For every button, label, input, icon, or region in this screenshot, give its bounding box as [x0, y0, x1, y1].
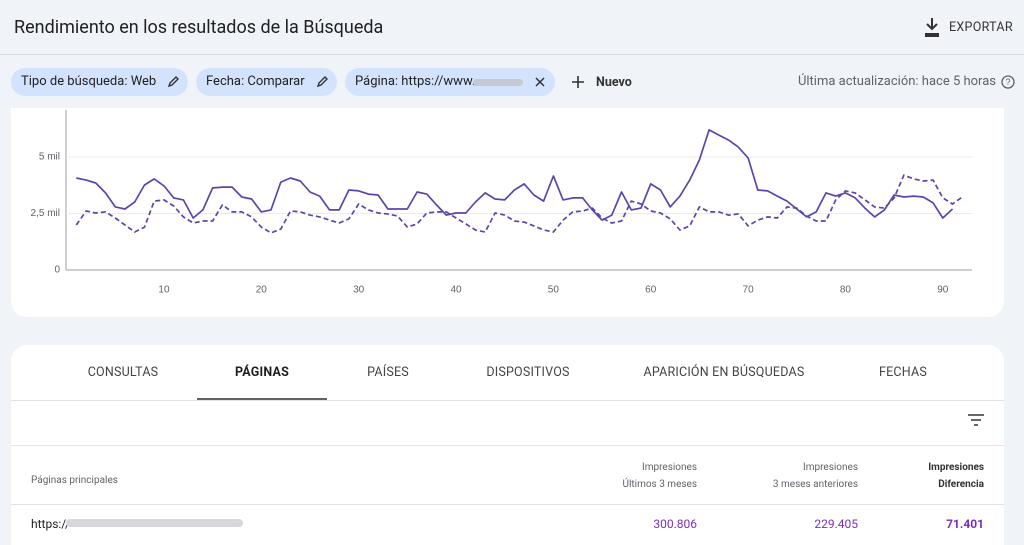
download-icon — [925, 18, 939, 37]
blurred-url — [66, 519, 243, 527]
x-tick-label: 10 — [158, 285, 170, 296]
header-line: Páginas principales — [31, 475, 118, 486]
tab[interactable]: PÁGINAS — [235, 365, 289, 380]
new-filter-button[interactable]: Nuevo — [596, 75, 632, 90]
series-line — [76, 129, 954, 221]
x-tick-label: 30 — [353, 285, 365, 296]
column-header: Páginas principales — [31, 472, 118, 489]
tab[interactable]: DISPOSITIVOS — [486, 365, 570, 380]
filter-chip[interactable]: Página: https://www. — [345, 68, 555, 96]
page-url[interactable]: https:// — [31, 517, 70, 531]
x-tick-label: 60 — [645, 285, 657, 296]
column-header: Impresiones Diferencia — [928, 459, 984, 493]
divider — [11, 445, 1004, 446]
x-tick-label: 90 — [937, 285, 949, 296]
close-icon[interactable] — [535, 77, 545, 87]
x-tick-label: 20 — [256, 285, 268, 296]
y-tick-label: 2,5 mil — [31, 208, 60, 219]
edit-icon — [167, 76, 179, 88]
export-label: EXPORTAR — [949, 20, 1013, 35]
last-update: Última actualización: hace 5 horas — [797, 74, 996, 89]
cell-value: 71.401 — [946, 517, 984, 531]
tab[interactable]: CONSULTAS — [87, 365, 159, 380]
plus-icon — [572, 76, 584, 88]
tab[interactable]: APARICIÓN EN BÚSQUEDAS — [643, 365, 805, 380]
chip-label: Fecha: Comparar — [206, 74, 305, 89]
chip-label: Página: https://www. — [355, 74, 476, 89]
tab[interactable]: PAÍSES — [367, 365, 409, 380]
series-line — [75, 174, 963, 234]
cell-value: 229.405 — [814, 517, 858, 531]
y-tick-label: 0 — [54, 265, 60, 276]
column-header: Impresiones Últimos 3 meses — [622, 459, 697, 493]
export-button[interactable]: EXPORTAR — [922, 15, 1013, 39]
tab[interactable]: FECHAS — [879, 365, 927, 380]
cell-value: 300.806 — [653, 517, 697, 531]
page-title: Rendimiento en los resultados de la Búsq… — [14, 17, 384, 38]
x-tick-label: 40 — [450, 285, 462, 296]
help-icon[interactable]: ? — [1001, 75, 1015, 89]
x-tick-label: 80 — [840, 285, 852, 296]
header-line: Impresiones — [928, 462, 984, 473]
header-line: Últimos 3 meses — [622, 479, 697, 490]
filter-icon[interactable] — [967, 413, 985, 427]
chart: 0 2,5 mil 5 mil 10 20 30 40 50 60 70 80 90 — [31, 110, 972, 296]
chip-label: Tipo de búsqueda: Web — [21, 74, 157, 89]
header-line: Impresiones — [803, 462, 858, 473]
svg-text:?: ? — [1005, 77, 1010, 87]
chart-card — [11, 108, 1004, 317]
tab-indicator — [197, 398, 327, 400]
divider — [11, 504, 1004, 505]
header-line: Diferencia — [938, 479, 984, 490]
header-line: 3 meses anteriores — [772, 479, 858, 490]
divider — [11, 400, 1004, 401]
filter-chip[interactable]: Fecha: Comparar — [196, 68, 337, 96]
y-tick-label: 5 mil — [39, 152, 60, 163]
x-tick-label: 50 — [548, 285, 560, 296]
blurred-url — [473, 79, 523, 86]
edit-icon — [316, 76, 328, 88]
x-tick-label: 70 — [743, 285, 755, 296]
filter-chip[interactable]: Tipo de búsqueda: Web — [11, 68, 188, 96]
header-line: Impresiones — [642, 462, 697, 473]
column-header: Impresiones 3 meses anteriores — [773, 459, 858, 493]
divider — [0, 54, 1024, 55]
